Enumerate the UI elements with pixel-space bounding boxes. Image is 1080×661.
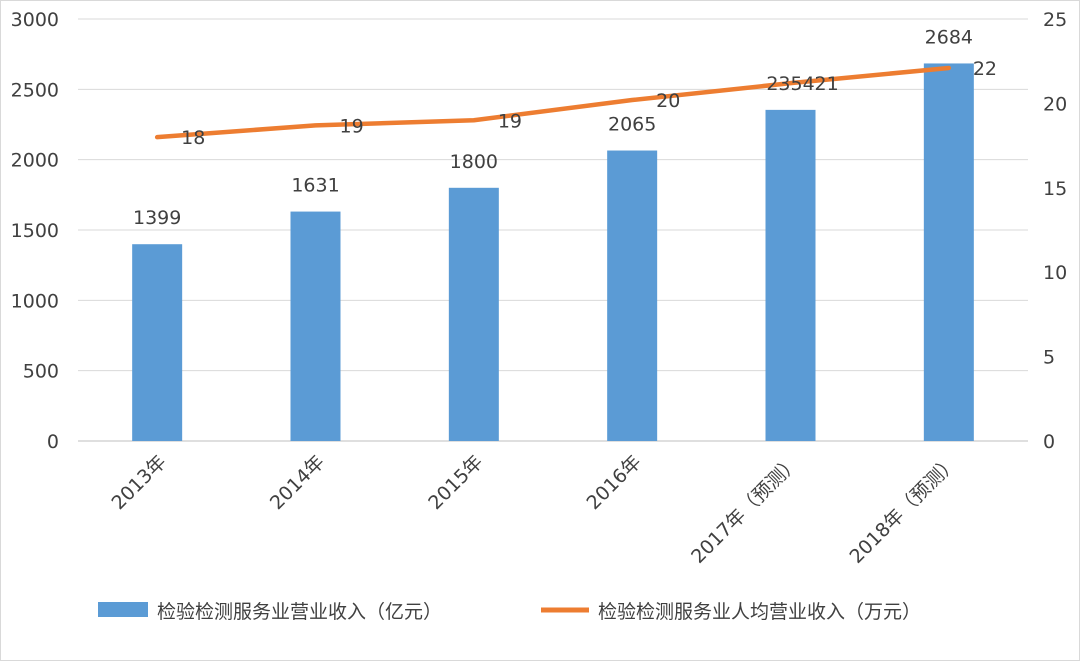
left-tick-label: 2000 — [11, 150, 59, 172]
left-tick-label: 3000 — [11, 9, 59, 31]
x-tick-label: 2014年 — [266, 451, 329, 514]
bar-value-label: 1399 — [133, 207, 181, 229]
line-value-label: 22 — [973, 58, 997, 80]
left-tick-label: 2500 — [11, 79, 59, 101]
legend-label-bar: 检验检测服务业营业收入（亿元） — [157, 601, 442, 623]
bar — [765, 109, 816, 441]
line-value-label: 20 — [656, 90, 680, 112]
bar-value-label: 2354 — [766, 73, 814, 95]
line-value-label: 19 — [498, 110, 522, 132]
data-labels: 1399 1631 1800 2065 2354 2684 18 19 19 20 21 22 — [133, 26, 997, 229]
bar-value-label: 2065 — [608, 114, 656, 136]
left-axis: 0 500 1000 1500 2000 2500 3000 — [11, 9, 59, 453]
x-axis: 2013年 2014年 2015年 2016年 2017年（预测） 2018年（预测） — [108, 451, 963, 568]
right-tick-label: 0 — [1043, 431, 1055, 453]
legend-swatch-bar — [98, 602, 148, 617]
right-tick-label: 15 — [1043, 178, 1067, 200]
line-value-label: 21 — [815, 73, 839, 95]
x-tick-label: 2018年（预测） — [845, 451, 962, 568]
line-series — [154, 65, 952, 140]
right-tick-label: 25 — [1043, 9, 1067, 31]
bar — [923, 63, 974, 441]
x-tick-label: 2015年 — [424, 451, 487, 514]
right-tick-label: 20 — [1043, 93, 1067, 115]
x-tick-label: 2017年（预测） — [687, 451, 804, 568]
bar-value-label: 1631 — [291, 175, 339, 197]
x-tick-label: 2016年 — [583, 451, 646, 514]
bar-value-label: 2684 — [925, 26, 973, 48]
x-tick-label: 2013年 — [108, 451, 171, 514]
line-series-path — [154, 65, 952, 140]
line-value-label: 18 — [181, 127, 205, 149]
line-value-label: 19 — [340, 115, 364, 137]
bar-value-label: 1800 — [450, 151, 498, 173]
bar — [448, 187, 499, 441]
left-tick-label: 1500 — [11, 220, 59, 242]
left-tick-label: 1000 — [11, 290, 59, 312]
left-tick-label: 500 — [23, 361, 59, 383]
right-tick-label: 5 — [1043, 347, 1055, 369]
gridlines — [78, 18, 1028, 442]
right-tick-label: 10 — [1043, 262, 1067, 284]
bar — [607, 150, 658, 442]
bar-series — [132, 63, 974, 442]
legend-label-line: 检验检测服务业人均营业收入（万元） — [598, 601, 921, 623]
right-axis: 0 5 10 15 20 25 — [1043, 9, 1067, 453]
left-tick-label: 0 — [47, 431, 59, 453]
bar — [290, 211, 341, 441]
bar — [132, 244, 183, 441]
legend: 检验检测服务业营业收入（亿元） 检验检测服务业人均营业收入（万元） — [98, 601, 921, 623]
